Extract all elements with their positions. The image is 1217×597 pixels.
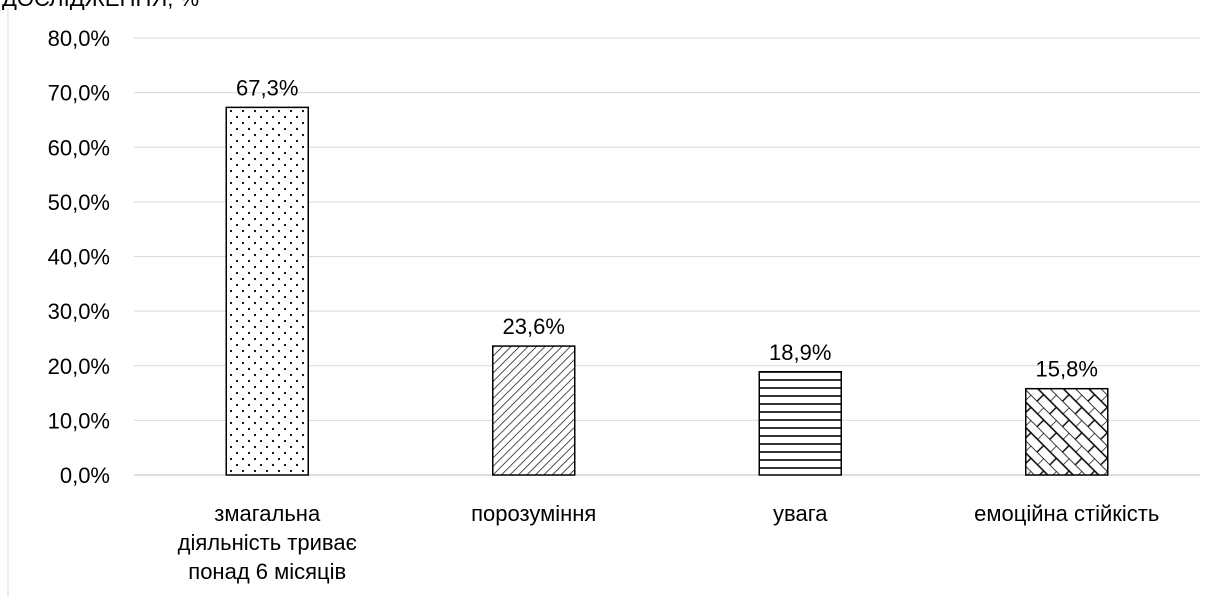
- y-tick-label: 30,0%: [48, 299, 110, 324]
- x-category-label: діяльність триває: [178, 530, 357, 555]
- y-tick-label: 70,0%: [48, 81, 110, 106]
- x-category-label: змагальна: [214, 501, 321, 526]
- x-category-label: понад 6 місяців: [188, 559, 346, 584]
- data-labels: 67,3% 23,6% 18,9% 15,8%: [236, 75, 1098, 381]
- data-label: 67,3%: [236, 75, 298, 100]
- x-category-label: емоційна стійкість: [974, 501, 1159, 526]
- y-axis-tick-labels: 0,0% 10,0% 20,0% 30,0% 40,0% 50,0% 60,0% 70,0% 8…: [48, 26, 110, 488]
- x-axis-category-labels: змагальна діяльність триває понад 6 місяці…: [178, 501, 1160, 584]
- data-label: 18,9%: [769, 340, 831, 365]
- y-tick-label: 60,0%: [48, 135, 110, 160]
- bars: [225, 106, 1109, 476]
- bar: [225, 106, 309, 476]
- y-tick-label: 40,0%: [48, 245, 110, 270]
- y-tick-label: 10,0%: [48, 408, 110, 433]
- y-tick-label: 50,0%: [48, 190, 110, 215]
- y-tick-label: 0,0%: [60, 463, 110, 488]
- top-caption-fragment: ДОСЛІДЖЕННЯ, %: [2, 0, 1212, 10]
- data-label: 23,6%: [503, 314, 565, 339]
- gridlines: [134, 37, 1200, 476]
- bar: [492, 345, 576, 476]
- y-tick-label: 20,0%: [48, 354, 110, 379]
- x-category-label: увага: [773, 501, 828, 526]
- y-tick-label: 80,0%: [48, 26, 110, 51]
- x-category-label: порозуміння: [471, 501, 596, 526]
- bar: [1025, 387, 1109, 476]
- bar: [758, 371, 842, 476]
- data-label: 15,8%: [1036, 357, 1098, 382]
